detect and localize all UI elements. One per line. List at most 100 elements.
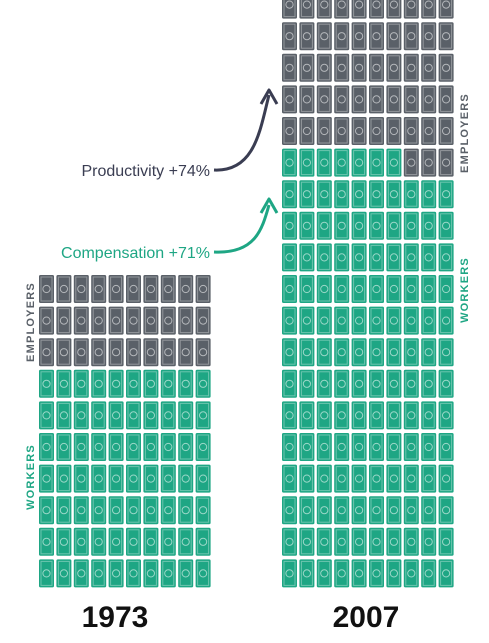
worker-bill-1973 [195,369,211,398]
worker-bill-1973 [143,433,159,461]
worker-bill-2007 [334,180,350,209]
employer-bill-2007 [403,0,419,19]
worker-bill-2007 [421,180,437,209]
bars-1973 [39,275,211,588]
employer-bill-2007 [386,117,402,145]
employer-bill-2007 [403,85,419,114]
employer-bill-1973 [126,338,141,367]
employer-bill-2007 [438,85,454,114]
employer-bill-2007 [334,85,350,114]
employer-bill-1973 [73,338,89,367]
worker-bill-2007 [351,275,367,303]
employer-bill-2007 [351,117,367,145]
employers-label-2007: EMPLOYERS [459,93,471,173]
worker-bill-2007 [351,243,367,272]
employer-bill-1973 [143,306,159,335]
worker-bill-1973 [195,401,211,430]
worker-bill-2007 [386,559,402,588]
worker-bill-1973 [91,527,107,556]
employer-bill-1973 [108,338,124,367]
worker-bill-1973 [39,496,54,525]
employer-bill-2007 [369,22,384,51]
worker-bill-2007 [386,243,402,272]
worker-bill-2007 [299,401,315,430]
worker-bill-2007 [316,338,332,367]
worker-bill-2007 [438,464,454,493]
worker-bill-2007 [282,306,297,335]
worker-bill-2007 [403,527,419,556]
worker-bill-1973 [195,559,211,588]
worker-bill-2007 [421,338,437,367]
employer-bill-2007 [386,53,402,82]
worker-bill-2007 [316,211,332,240]
worker-bill-2007 [351,527,367,556]
employer-bill-2007 [316,0,332,19]
worker-bill-1973 [160,401,176,430]
employer-bill-2007 [334,53,350,82]
worker-bill-2007 [316,306,332,335]
worker-bill-2007 [386,148,402,177]
worker-bill-1973 [195,464,211,493]
worker-bill-2007 [369,306,384,335]
worker-bill-2007 [334,464,350,493]
worker-bill-2007 [299,275,315,303]
employer-bill-1973 [73,306,89,335]
worker-bill-2007 [334,211,350,240]
worker-bill-2007 [282,275,297,303]
employer-bill-1973 [160,275,176,303]
worker-bill-2007 [299,369,315,398]
worker-bill-2007 [438,401,454,430]
worker-bill-2007 [369,433,384,461]
worker-bill-2007 [403,211,419,240]
employer-bill-2007 [403,117,419,145]
worker-bill-2007 [299,306,315,335]
employer-bill-1973 [56,306,72,335]
employer-bill-2007 [334,117,350,145]
worker-bill-1973 [91,464,107,493]
employer-bill-1973 [39,306,54,335]
worker-bill-1973 [178,401,194,430]
worker-bill-1973 [39,464,54,493]
employer-bill-2007 [369,0,384,19]
worker-bill-2007 [386,275,402,303]
compensation-arrowhead [259,197,279,214]
worker-bill-1973 [56,401,72,430]
worker-bill-1973 [108,369,124,398]
employer-bill-1973 [126,275,141,303]
worker-bill-2007 [438,496,454,525]
employer-bill-1973 [178,338,194,367]
worker-bill-2007 [316,496,332,525]
worker-bill-2007 [369,338,384,367]
worker-bill-2007 [316,527,332,556]
worker-bill-2007 [369,211,384,240]
employer-bill-2007 [438,53,454,82]
worker-bill-2007 [403,306,419,335]
employer-bill-1973 [195,306,211,335]
employer-bill-1973 [195,275,211,303]
worker-bill-2007 [282,180,297,209]
worker-bill-2007 [316,180,332,209]
worker-bill-2007 [421,401,437,430]
worker-bill-1973 [160,369,176,398]
worker-bill-2007 [403,369,419,398]
employer-bill-2007 [316,53,332,82]
worker-bill-2007 [369,275,384,303]
worker-bill-1973 [126,401,141,430]
worker-bill-2007 [316,401,332,430]
worker-bill-2007 [438,275,454,303]
worker-bill-2007 [386,401,402,430]
worker-bill-2007 [282,369,297,398]
worker-bill-2007 [351,559,367,588]
worker-bill-2007 [334,306,350,335]
worker-bill-2007 [299,338,315,367]
employer-bill-2007 [282,85,297,114]
employer-bill-1973 [143,338,159,367]
worker-bill-1973 [39,401,54,430]
employer-bill-2007 [369,85,384,114]
worker-bill-2007 [403,275,419,303]
worker-bill-1973 [73,527,89,556]
employer-bill-2007 [438,22,454,51]
worker-bill-1973 [143,464,159,493]
worker-bill-1973 [178,559,194,588]
